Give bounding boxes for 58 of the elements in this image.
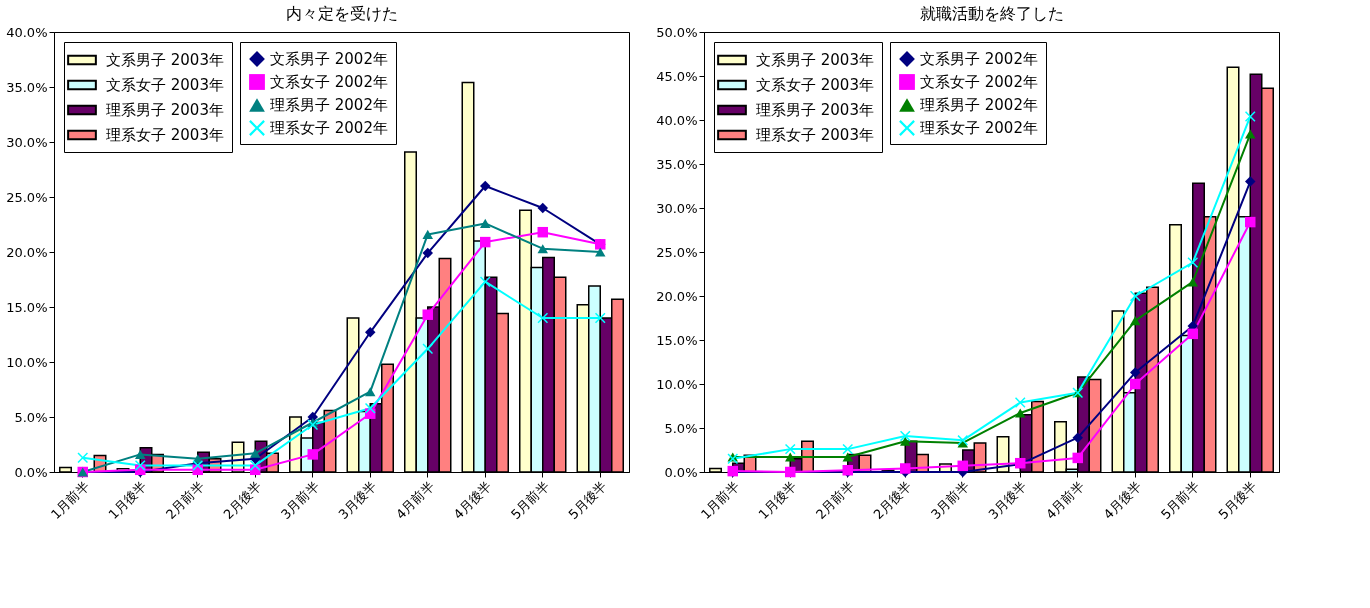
y-tick-label: 35.0% <box>6 79 48 95</box>
y-tick-label: 10.0% <box>656 376 698 392</box>
legend-label: 理系男子 2002年 <box>270 96 388 114</box>
chart-title: 内々定を受けた <box>285 4 398 23</box>
y-tick-label: 50.0% <box>656 24 698 40</box>
legend-label: 理系男子 2003年 <box>756 101 874 119</box>
y-tick-label: 30.0% <box>656 200 698 216</box>
x-tick-label: 4月後半 <box>450 478 495 523</box>
legend-label: 理系女子 2002年 <box>270 119 388 137</box>
y-tick-label: 10.0% <box>6 354 48 370</box>
x-tick-label: 2月後半 <box>870 478 915 523</box>
x-tick-label: 4月前半 <box>1042 478 1087 523</box>
legend-label: 文系男子 2003年 <box>106 51 224 69</box>
x-tick-label: 5月後半 <box>565 478 610 523</box>
y-tick-label: 20.0% <box>656 288 698 304</box>
legend-label: 文系女子 2002年 <box>920 73 1038 91</box>
x-tick-label: 3月前半 <box>927 478 972 523</box>
y-tick-label: 25.0% <box>6 189 48 205</box>
chart-title: 就職活動を終了した <box>919 4 1064 23</box>
legend-label: 文系女子 2002年 <box>270 73 388 91</box>
x-tick-label: 5月後半 <box>1215 478 1260 523</box>
y-tick-label: 15.0% <box>6 299 48 315</box>
y-tick-label: 35.0% <box>656 156 698 172</box>
y-tick-label: 30.0% <box>6 134 48 150</box>
y-tick-label: 0.0% <box>14 464 48 480</box>
legend-label: 文系女子 2003年 <box>106 76 224 94</box>
legend-label: 文系女子 2003年 <box>756 76 874 94</box>
x-tick-label: 5月前半 <box>507 478 552 523</box>
x-tick-label: 3月後半 <box>335 478 380 523</box>
x-tick-label: 2月前半 <box>812 478 857 523</box>
x-tick-label: 2月後半 <box>220 478 265 523</box>
legend-label: 理系女子 2003年 <box>756 126 874 144</box>
x-tick-label: 1月前半 <box>697 478 742 523</box>
y-tick-label: 40.0% <box>6 24 48 40</box>
x-tick-label: 4月前半 <box>392 478 437 523</box>
x-tick-label: 3月後半 <box>985 478 1030 523</box>
legend-label: 理系女子 2002年 <box>920 119 1038 137</box>
x-tick-label: 3月前半 <box>277 478 322 523</box>
legend-label: 文系男子 2003年 <box>756 51 874 69</box>
x-tick-label: 1月後半 <box>755 478 800 523</box>
x-tick-label: 1月後半 <box>105 478 150 523</box>
y-tick-label: 5.0% <box>664 420 698 436</box>
y-tick-label: 25.0% <box>656 244 698 260</box>
legend-label: 文系男子 2002年 <box>920 50 1038 68</box>
y-tick-label: 5.0% <box>14 409 48 425</box>
x-tick-label: 1月前半 <box>47 478 92 523</box>
y-tick-label: 0.0% <box>664 464 698 480</box>
x-tick-label: 2月前半 <box>162 478 207 523</box>
legend-label: 理系男子 2003年 <box>106 101 224 119</box>
x-tick-label: 4月後半 <box>1100 478 1145 523</box>
y-tick-label: 20.0% <box>6 244 48 260</box>
x-tick-label: 5月前半 <box>1157 478 1202 523</box>
y-tick-label: 45.0% <box>656 68 698 84</box>
y-tick-label: 40.0% <box>656 112 698 128</box>
y-tick-label: 15.0% <box>656 332 698 348</box>
legend-label: 理系男子 2002年 <box>920 96 1038 114</box>
legend-label: 文系男子 2002年 <box>270 50 388 68</box>
legend-label: 理系女子 2003年 <box>106 126 224 144</box>
